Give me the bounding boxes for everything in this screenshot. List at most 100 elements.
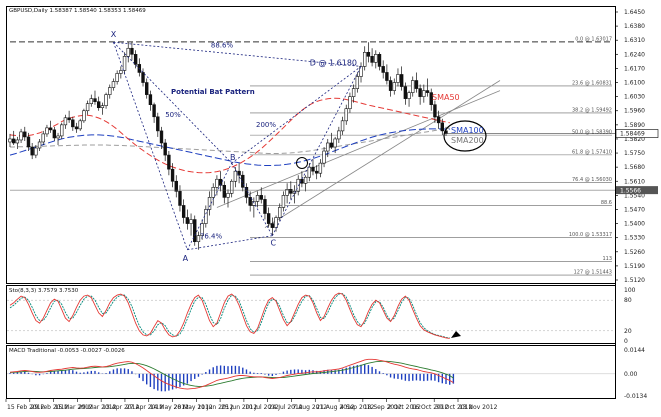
price-tick-label: 1.5890 (624, 122, 645, 129)
time-tick-label: 14 May 2012 (150, 404, 189, 411)
ratio-xd-label: 88.6% (211, 41, 234, 49)
candle (414, 72, 419, 93)
fib-level-label: 127 @ 1.51443 (574, 270, 612, 276)
breakout-circle (296, 157, 308, 169)
candle (422, 84, 426, 103)
price-tick-label: 1.5960 (624, 108, 645, 115)
stochastic-main-line (9, 292, 450, 339)
candle (399, 66, 404, 91)
candle (333, 136, 337, 154)
ratio-ac-label: 76.4% (200, 233, 223, 241)
candle (174, 175, 178, 198)
price-tick-label: 1.5610 (624, 178, 645, 185)
price-tick-label: 1.5190 (624, 263, 645, 270)
macd-main-line (9, 358, 454, 390)
time-tick-label: 13 Nov 2012 (459, 404, 498, 411)
time-tick-label: 13 Apr 2012 (102, 404, 139, 411)
candle (322, 147, 326, 168)
pattern-name: Potential Bat Pattern (171, 88, 255, 96)
candle (167, 151, 171, 176)
marked-price-label: 1.5566 (620, 187, 641, 194)
candle (185, 209, 190, 230)
candle (89, 94, 93, 107)
last-price-tag (615, 129, 659, 138)
candle (15, 136, 20, 150)
fib-level-label: 38.2 @ 1.59492 (572, 107, 612, 113)
price-tick-label: 1.5260 (624, 249, 645, 256)
candle (436, 110, 441, 129)
time-tick-label: 15 Feb 2012 (7, 404, 45, 411)
point-c-label: C (271, 239, 277, 248)
ratio-bd-label: 200% (256, 121, 276, 129)
candle (130, 41, 134, 61)
macd-tick-label: 0.00 (624, 371, 638, 378)
point-d-label: D @ 1.6180 (310, 58, 357, 67)
time-tick-label: 24 Jul 2012 (269, 404, 303, 411)
candle (425, 78, 430, 97)
candle (329, 132, 334, 150)
time-tick-label: 18 Sep 2012 (364, 404, 402, 411)
candle (48, 120, 53, 133)
candle (119, 66, 123, 79)
candle (440, 118, 445, 135)
candle (222, 181, 227, 204)
candle (78, 118, 82, 131)
time-tick-label: 27 Apr 2012 (126, 404, 163, 411)
candle (11, 130, 16, 145)
candle (340, 116, 345, 135)
pattern-leg (231, 162, 273, 236)
candle (93, 90, 97, 105)
fib-level-label: 88.6 (601, 200, 612, 206)
pattern-bd (231, 66, 362, 164)
pattern-xb (113, 41, 232, 164)
fib-level-label: 61.8 @ 1.57410 (572, 149, 612, 155)
candle (178, 185, 182, 212)
legend-sma100: SMA100 (451, 126, 484, 135)
candle (200, 219, 204, 240)
point-x-label: X (111, 30, 117, 39)
price-tick-label: 1.5680 (624, 164, 645, 171)
pattern-leg (186, 162, 233, 250)
candle (82, 108, 86, 123)
candle (26, 132, 31, 152)
candle (226, 189, 230, 208)
candle (156, 112, 160, 137)
candle (355, 72, 360, 93)
ratio-xb-label: 50% (165, 111, 181, 119)
candle (348, 92, 352, 113)
candle (237, 163, 241, 184)
candle (411, 76, 415, 97)
candle (241, 171, 245, 192)
candle (229, 179, 234, 198)
candle (8, 133, 12, 148)
candle (148, 90, 153, 111)
stochastic-arrow (451, 331, 461, 338)
candle (278, 203, 282, 222)
stochastic-tick-label: 20 (624, 328, 632, 335)
candle (145, 78, 149, 99)
fib-level-label: 0.0 @ 1.63017 (575, 36, 612, 42)
candle (377, 52, 382, 71)
candle (56, 132, 60, 145)
price-tick-label: 1.5330 (624, 235, 645, 242)
candle (85, 100, 90, 115)
candle (52, 126, 57, 141)
candle (141, 68, 145, 87)
candle (30, 142, 34, 160)
price-tick-label: 1.6030 (624, 94, 645, 101)
candle (374, 50, 378, 69)
stochastic-title: Sto(8,3,3) 3.7579 3.7530 (9, 288, 79, 294)
time-tick-label: 30 Oct 2012 (435, 404, 472, 411)
price-tick-label: 1.5820 (624, 136, 645, 143)
stochastic-tick-label: 80 (624, 297, 632, 304)
candle (366, 42, 371, 63)
time-tick-label: 16 Oct 2012 (411, 404, 448, 411)
last-price-label: 1.58469 (620, 131, 645, 138)
price-tick-label: 1.5540 (624, 192, 645, 199)
candle (115, 70, 119, 85)
candle (63, 114, 68, 129)
candle (126, 42, 130, 63)
candle (337, 126, 341, 143)
